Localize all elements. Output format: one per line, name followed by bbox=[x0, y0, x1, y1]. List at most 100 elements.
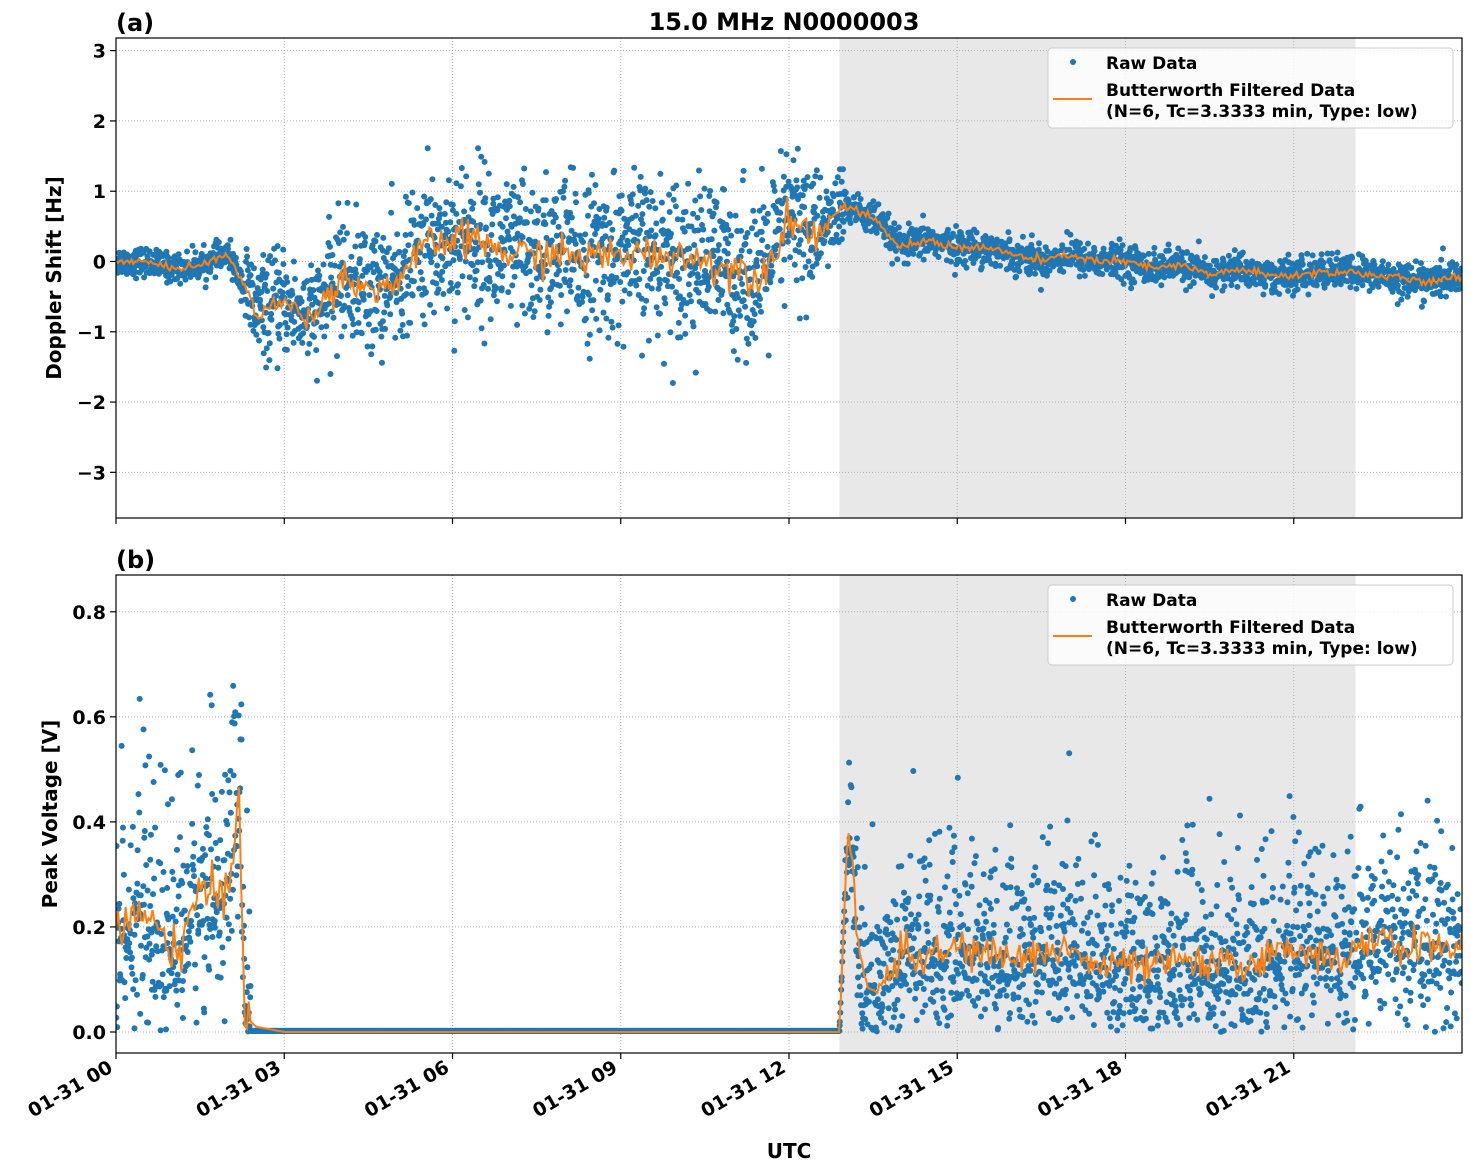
raw-data-point bbox=[740, 288, 747, 295]
raw-data-point bbox=[726, 309, 733, 316]
raw-data-point bbox=[128, 964, 135, 971]
raw-data-point bbox=[352, 243, 359, 250]
raw-data-point bbox=[300, 330, 307, 337]
raw-data-point bbox=[151, 875, 158, 882]
raw-data-point bbox=[378, 333, 385, 340]
raw-data-point bbox=[642, 185, 649, 192]
raw-data-point bbox=[805, 258, 812, 265]
raw-data-point bbox=[192, 961, 198, 968]
raw-data-point bbox=[209, 791, 216, 797]
raw-data-point bbox=[400, 253, 407, 260]
raw-data-point bbox=[870, 198, 877, 205]
raw-data-point bbox=[456, 255, 463, 262]
raw-data-point bbox=[209, 934, 216, 940]
raw-data-point bbox=[1309, 252, 1316, 259]
raw-data-point bbox=[1299, 261, 1306, 268]
raw-data-point bbox=[614, 340, 621, 347]
raw-data-point bbox=[1032, 270, 1039, 277]
raw-data-point bbox=[793, 177, 800, 184]
raw-data-point bbox=[263, 271, 270, 278]
raw-data-point bbox=[127, 842, 134, 849]
raw-data-point bbox=[536, 297, 543, 303]
raw-data-point bbox=[515, 194, 521, 201]
raw-data-point bbox=[1117, 247, 1124, 253]
raw-data-point bbox=[596, 206, 603, 212]
raw-data-point bbox=[707, 308, 714, 315]
raw-data-point bbox=[356, 256, 363, 263]
raw-data-point bbox=[469, 262, 476, 269]
raw-data-point bbox=[724, 301, 731, 308]
raw-data-point bbox=[701, 185, 708, 192]
filtered-data-line bbox=[116, 196, 1462, 330]
raw-data-point bbox=[654, 269, 661, 276]
raw-data-point bbox=[163, 248, 170, 255]
raw-data-point bbox=[696, 167, 702, 174]
raw-data-point bbox=[947, 258, 954, 265]
raw-data-point bbox=[637, 227, 643, 234]
raw-data-point bbox=[472, 239, 479, 246]
raw-data-point bbox=[131, 931, 138, 938]
raw-data-point bbox=[648, 285, 655, 292]
raw-data-point bbox=[548, 237, 555, 244]
raw-data-point bbox=[695, 289, 702, 296]
raw-data-point bbox=[694, 214, 701, 221]
raw-data-point bbox=[540, 212, 547, 219]
raw-data-point bbox=[1150, 250, 1157, 257]
raw-data-point bbox=[325, 300, 332, 307]
raw-data-point bbox=[368, 351, 375, 358]
raw-data-point bbox=[1161, 274, 1168, 281]
raw-data-point bbox=[144, 887, 151, 894]
raw-data-point bbox=[1035, 246, 1042, 253]
raw-data-point bbox=[556, 267, 562, 274]
raw-data-point bbox=[1166, 247, 1172, 254]
raw-data-point bbox=[1120, 280, 1127, 287]
raw-data-point bbox=[889, 260, 896, 267]
raw-data-point bbox=[710, 253, 717, 260]
raw-data-point bbox=[203, 276, 210, 283]
raw-data-point bbox=[715, 297, 722, 303]
raw-data-point bbox=[702, 301, 709, 307]
raw-data-point bbox=[600, 309, 607, 316]
raw-data-point bbox=[840, 228, 847, 235]
raw-data-point bbox=[1081, 245, 1088, 252]
raw-data-point bbox=[160, 994, 167, 1001]
raw-data-point bbox=[568, 288, 574, 295]
raw-data-point bbox=[589, 307, 596, 314]
raw-data-point bbox=[1127, 245, 1134, 252]
raw-data-point bbox=[1028, 232, 1035, 239]
raw-data-point bbox=[152, 824, 159, 831]
raw-data-point bbox=[262, 309, 269, 316]
raw-data-point bbox=[493, 285, 500, 292]
raw-data-point bbox=[568, 227, 575, 234]
raw-data-point bbox=[653, 304, 660, 311]
raw-data-point bbox=[596, 327, 603, 334]
raw-data-point bbox=[677, 334, 684, 341]
raw-data-point bbox=[725, 226, 732, 233]
raw-data-point bbox=[419, 276, 426, 283]
raw-data-point bbox=[313, 347, 320, 354]
raw-data-point bbox=[647, 189, 654, 196]
raw-data-point bbox=[393, 290, 400, 296]
raw-data-point bbox=[827, 198, 834, 205]
raw-data-point bbox=[433, 280, 440, 287]
raw-data-point bbox=[158, 931, 165, 937]
raw-data-point bbox=[336, 300, 343, 307]
raw-data-point bbox=[1249, 258, 1256, 265]
raw-data-point bbox=[658, 263, 665, 270]
raw-data-point bbox=[256, 337, 262, 344]
raw-data-point bbox=[714, 247, 721, 254]
raw-data-point bbox=[461, 208, 468, 215]
raw-data-point bbox=[617, 279, 624, 285]
raw-data-point bbox=[116, 900, 123, 907]
raw-data-point bbox=[1060, 268, 1067, 275]
raw-data-point bbox=[231, 720, 238, 727]
raw-data-point bbox=[159, 971, 166, 978]
raw-data-point bbox=[823, 188, 830, 195]
raw-data-point bbox=[747, 276, 754, 283]
raw-data-point bbox=[1326, 257, 1333, 264]
raw-data-point bbox=[721, 186, 728, 193]
raw-data-point bbox=[698, 207, 705, 213]
raw-data-point bbox=[793, 277, 800, 284]
raw-data-point bbox=[119, 837, 126, 844]
raw-data-point bbox=[507, 302, 514, 309]
